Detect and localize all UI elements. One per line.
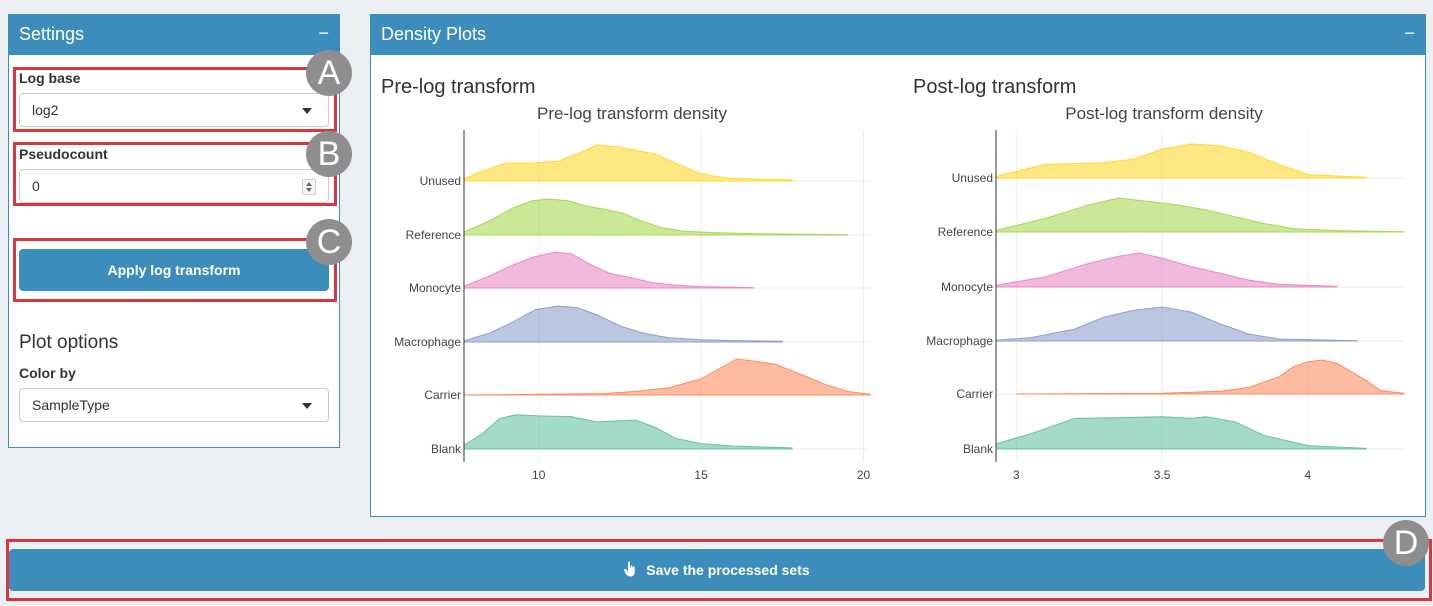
log-base-label: Log base <box>19 70 81 86</box>
pseudocount-input[interactable]: 0 <box>19 169 329 203</box>
pre-log-heading: Pre-log transform <box>381 76 536 98</box>
highlight-box-b <box>13 142 337 206</box>
log-base-value: log2 <box>32 102 59 118</box>
settings-box: Settings − Log base log2 Pseudocount 0 A… <box>8 14 340 448</box>
chevron-down-icon <box>302 403 312 409</box>
annotation-badge-b: B <box>306 131 352 177</box>
annotation-badge-c: C <box>306 219 352 265</box>
annotation-badge-a: A <box>306 50 352 96</box>
color-by-label: Color by <box>19 365 76 381</box>
density-plots-box: Density Plots − Pre-log transform Post-l… <box>370 14 1426 517</box>
apply-button-label: Apply log transform <box>107 262 241 278</box>
post-log-heading: Post-log transform <box>913 76 1077 98</box>
settings-title: Settings <box>19 24 85 44</box>
chevron-down-icon <box>302 108 312 114</box>
pseudocount-label: Pseudocount <box>19 146 108 162</box>
spinner-icon[interactable] <box>302 179 316 195</box>
color-by-value: SampleType <box>32 397 110 413</box>
collapse-icon[interactable]: − <box>318 23 329 43</box>
collapse-icon[interactable]: − <box>1404 23 1415 43</box>
apply-log-transform-button[interactable]: Apply log transform <box>19 249 329 291</box>
pseudocount-value: 0 <box>32 178 40 194</box>
plot-options-heading: Plot options <box>19 332 119 353</box>
annotation-badge-d: D <box>1383 520 1429 566</box>
highlight-box-c <box>13 238 337 302</box>
save-processed-sets-button[interactable]: Save the processed sets <box>9 549 1425 591</box>
highlight-box-d <box>6 539 1432 601</box>
log-base-select[interactable]: log2 <box>19 93 329 127</box>
save-button-label: Save the processed sets <box>646 562 810 578</box>
hand-pointer-icon <box>624 549 636 591</box>
density-header: Density Plots − <box>371 15 1425 55</box>
density-title: Density Plots <box>381 24 487 44</box>
color-by-select[interactable]: SampleType <box>19 388 329 422</box>
highlight-box-a <box>13 67 337 132</box>
settings-header: Settings − <box>9 15 339 55</box>
